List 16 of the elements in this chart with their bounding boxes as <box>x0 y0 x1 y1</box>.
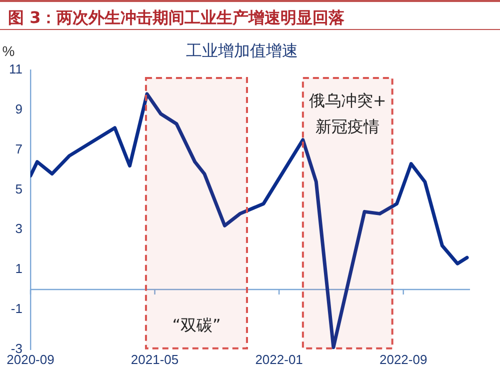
x-tick-label: 2022-09 <box>379 352 428 367</box>
y-tick-label: 9 <box>15 101 22 116</box>
y-tick-label: 1 <box>15 261 22 276</box>
x-tick-label: 2022-01 <box>255 352 303 367</box>
y-tick-label: -1 <box>10 301 22 316</box>
x-tick-label: 2021-05 <box>130 352 179 367</box>
y-tick-label: -3 <box>10 340 22 356</box>
y-axis-title: % <box>2 42 15 59</box>
y-tick-label: 5 <box>15 181 22 196</box>
chart-title: 图 3：两次外生冲击期间工业生产增速明显回落 <box>0 0 500 30</box>
y-tick-label: 7 <box>15 141 22 156</box>
y-tick-label: 3 <box>15 221 22 236</box>
y-tick-label: 11 <box>8 62 22 77</box>
band-label: 俄乌冲突+ 新冠疫情 <box>308 91 386 136</box>
band-label: “双碳” <box>172 316 221 335</box>
text: 工业增加值增速 <box>186 41 298 60</box>
